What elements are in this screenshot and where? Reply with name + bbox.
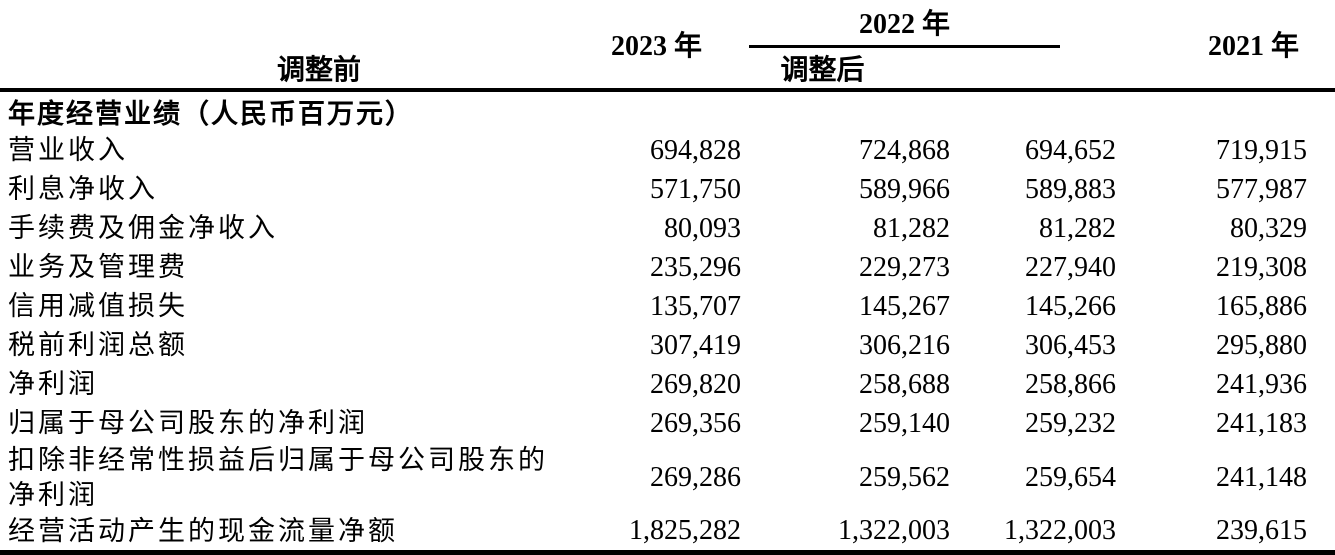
value-2022-adjusted-pre: 259,140	[859, 407, 950, 439]
table-row: 信用减值损失 135,707 145,267 145,266 165,886	[0, 287, 1335, 326]
table-row: 营业收入 694,828 724,868 694,652 719,915	[0, 131, 1335, 170]
column-header-2022-group-cell: 2022 年	[743, 0, 1118, 48]
value-2023: 694,828	[650, 134, 741, 166]
value-2023: 235,296	[650, 251, 741, 283]
value-2021: 241,183	[1216, 407, 1308, 439]
value-2021: 165,886	[1216, 290, 1308, 322]
value-2022-adjusted-pre: 724,868	[859, 134, 950, 166]
value-2022-adjusted-pre: 306,216	[859, 329, 950, 361]
row-label: 经营活动产生的现金流量净额	[8, 515, 398, 546]
value-2021: 80,329	[1230, 212, 1308, 244]
value-2021: 241,936	[1216, 368, 1308, 400]
value-2022-adjusted-pre: 81,282	[873, 212, 950, 244]
row-label: 信用减值损失	[8, 291, 188, 321]
value-2021: 719,915	[1216, 134, 1308, 166]
value-2022-adjusted-post: 259,232	[1025, 407, 1117, 439]
table-body: 年度经营业绩（人民币百万元） 营业收入 694,828 724,868 694,…	[0, 90, 1335, 552]
value-2021: 241,148	[1216, 462, 1308, 493]
row-label: 税前利润总额	[8, 330, 188, 360]
table-row: 业务及管理费 235,296 229,273 227,940 219,308	[0, 248, 1335, 287]
value-2023: 1,825,282	[629, 515, 741, 547]
value-2022-adjusted-post: 259,654	[1025, 462, 1117, 493]
value-2022-adjusted-pre: 589,966	[859, 173, 950, 205]
column-header-2022-adjusted-pre: 调整前	[276, 55, 361, 86]
row-label: 手续费及佣金净收入	[8, 213, 278, 243]
value-2023: 80,093	[664, 212, 741, 244]
column-header-2021: 2021 年	[1208, 31, 1300, 62]
row-label: 业务及管理费	[8, 252, 188, 282]
value-2023: 269,286	[650, 462, 741, 493]
table-row: 税前利润总额 307,419 306,216 306,453 295,880	[0, 326, 1335, 365]
value-2022-adjusted-pre: 259,562	[859, 462, 950, 493]
value-2022-adjusted-post: 258,866	[1025, 368, 1117, 400]
value-2021: 577,987	[1216, 173, 1308, 205]
row-label: 归属于母公司股东的净利润	[8, 408, 368, 438]
value-2022-adjusted-pre: 1,322,003	[838, 515, 950, 547]
value-2023: 307,419	[650, 329, 741, 361]
value-2023: 135,707	[650, 290, 741, 322]
row-label: 扣除非经常性损益后归属于母公司股东的净利润	[8, 445, 548, 510]
value-2022-adjusted-pre: 258,688	[859, 368, 950, 400]
section-title: 年度经营业绩（人民币百万元）	[8, 99, 414, 129]
table-row: 手续费及佣金净收入 80,093 81,282 81,282 80,329	[0, 209, 1335, 248]
table-row: 净利润 269,820 258,688 258,866 241,936	[0, 365, 1335, 404]
value-2022-adjusted-post: 145,266	[1025, 290, 1117, 322]
header-spacer	[0, 0, 560, 48]
row-label: 净利润	[8, 369, 98, 399]
value-2022-adjusted-post: 1,322,003	[1004, 515, 1117, 547]
section-header-row: 年度经营业绩（人民币百万元）	[0, 90, 1335, 131]
column-header-2023: 2023 年	[610, 31, 702, 62]
table-row: 经营活动产生的现金流量净额 1,825,282 1,322,003 1,322,…	[0, 513, 1335, 552]
table-row: 利息净收入 571,750 589,966 589,883 577,987	[0, 170, 1335, 209]
column-header-2022-group: 2022 年	[749, 0, 1061, 48]
value-2022-adjusted-post: 81,282	[1039, 212, 1117, 244]
value-2022-adjusted-post: 694,652	[1025, 134, 1117, 166]
table-row: 归属于母公司股东的净利润 269,356 259,140 259,232 241…	[0, 404, 1335, 443]
value-2021: 219,308	[1216, 251, 1308, 283]
value-2021: 295,880	[1216, 329, 1308, 361]
value-2022-adjusted-post: 589,883	[1025, 173, 1117, 205]
value-2023: 269,820	[650, 368, 741, 400]
column-header-2022-adjusted-post: 调整后	[780, 55, 865, 86]
value-2023: 269,356	[650, 407, 741, 439]
value-2022-adjusted-pre: 229,273	[859, 251, 950, 283]
value-2021: 239,615	[1216, 515, 1308, 547]
value-2022-adjusted-pre: 145,267	[859, 290, 950, 322]
value-2022-adjusted-post: 306,453	[1025, 329, 1117, 361]
table-header: 2023 年 2022 年 2021 年 调整前 调整后	[0, 0, 1335, 90]
value-2022-adjusted-post: 227,940	[1025, 251, 1117, 283]
table-row: 扣除非经常性损益后归属于母公司股东的净利润 269,286 259,562 25…	[0, 443, 1335, 513]
row-label: 营业收入	[8, 135, 128, 165]
row-label: 利息净收入	[8, 174, 158, 204]
value-2023: 571,750	[650, 173, 741, 205]
